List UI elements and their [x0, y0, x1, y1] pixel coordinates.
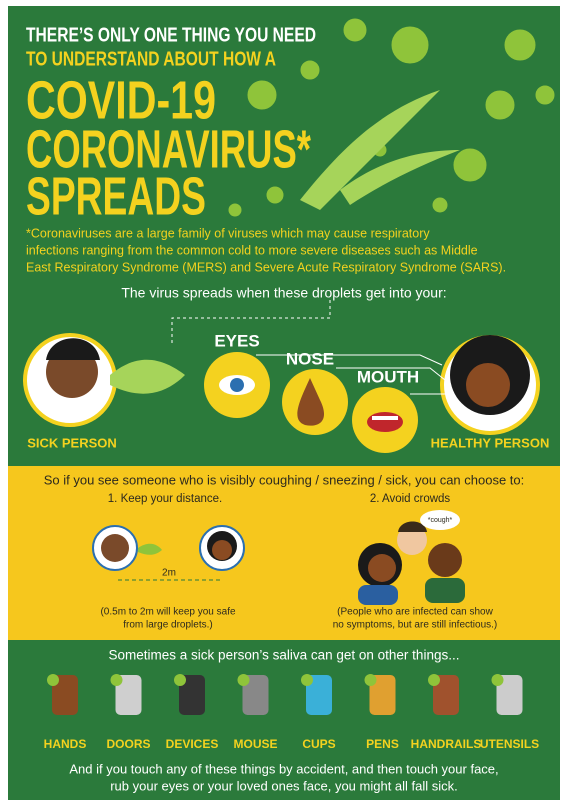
germ — [174, 674, 186, 686]
note-line: no symptoms, but are still infectious.) — [333, 620, 498, 631]
germ — [365, 674, 377, 686]
footnote-line: *Coronaviruses are a large family of vir… — [26, 226, 430, 240]
distance-label: 2m — [162, 568, 176, 579]
infographic: THERE’S ONLY ONE THING YOU NEED TO UNDER… — [0, 0, 568, 804]
item-label: DOORS — [106, 737, 150, 751]
intro-line: THERE’S ONLY ONE THING YOU NEED — [26, 24, 316, 46]
option: 1. Keep your distance. — [108, 493, 222, 505]
item-label: CUPS — [302, 737, 335, 751]
closing-line: rub your eyes or your loved ones face, y… — [110, 778, 458, 793]
germ — [428, 674, 440, 686]
item-label: DEVICES — [166, 737, 219, 751]
cough-bubble: *cough* — [428, 517, 453, 524]
note-line: from large droplets.) — [123, 620, 212, 631]
item-label: MOUSE — [233, 737, 277, 751]
germ — [47, 674, 59, 686]
option: 2. Avoid crowds — [370, 493, 451, 505]
item-label: HANDS — [44, 737, 87, 751]
spread-heading: The virus spreads when these droplets ge… — [121, 285, 446, 301]
surfaces-heading: Sometimes a sick person’s saliva can get… — [109, 648, 460, 663]
germ — [301, 674, 313, 686]
note-line: (0.5m to 2m will keep you safe — [100, 607, 235, 618]
intro-line: TO UNDERSTAND ABOUT HOW A — [26, 48, 276, 70]
prevention-heading: So if you see someone who is visibly cou… — [44, 472, 525, 487]
route-label: EYES — [214, 331, 259, 350]
closing-line: And if you touch any of these things by … — [69, 761, 498, 776]
germ — [238, 674, 250, 686]
item-label: UTENSILS — [480, 737, 539, 751]
footnote-line: infections ranging from the common cold … — [26, 243, 478, 257]
route-label: NOSE — [286, 349, 334, 368]
route-label: MOUTH — [357, 367, 419, 386]
footnote-line: East Respiratory Syndrome (MERS) and Sev… — [26, 260, 506, 274]
healthy-label: HEALTHY PERSON — [431, 435, 550, 450]
germ — [492, 674, 504, 686]
item-label: PENS — [366, 737, 399, 751]
item-label: HANDRAILS — [411, 737, 482, 751]
germ — [111, 674, 123, 686]
note-line: (People who are infected can show — [337, 607, 493, 618]
title-line: SPREADS — [26, 166, 206, 226]
sick-label: SICK PERSON — [27, 435, 117, 450]
